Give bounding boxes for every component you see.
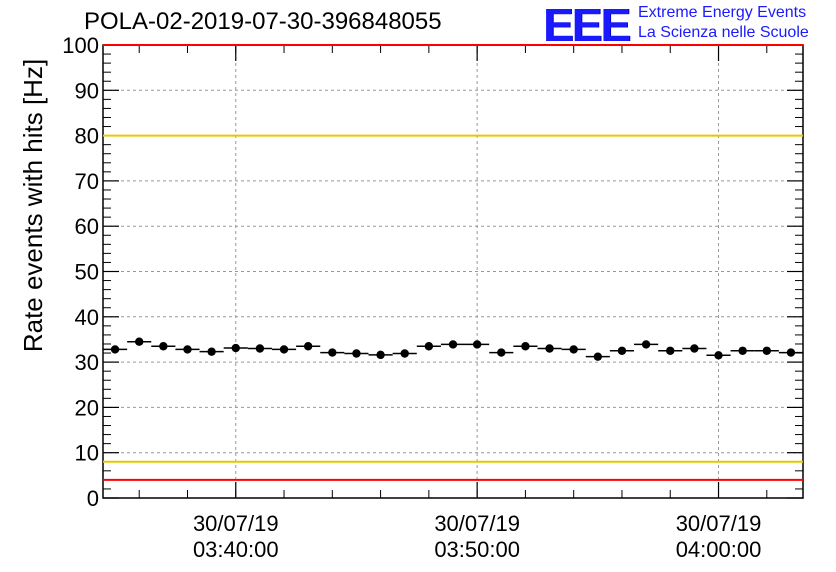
data-point — [352, 349, 361, 358]
eee-logo: EEE — [543, 0, 631, 51]
y-tick-label: 100 — [62, 33, 99, 58]
chart-title: POLA-02-2019-07-30-396848055 — [84, 8, 442, 35]
data-point — [545, 344, 554, 353]
data-point — [207, 347, 216, 356]
data-point — [400, 349, 409, 358]
data-point — [231, 343, 240, 353]
data-point — [424, 342, 434, 351]
data-point — [569, 345, 578, 354]
x-tick-time-label: 03:50:00 — [434, 537, 520, 562]
x-tick-time-label: 04:00:00 — [676, 537, 762, 562]
data-point — [497, 348, 506, 357]
data-point — [714, 351, 723, 360]
data-point — [472, 340, 482, 349]
data-point — [279, 345, 289, 354]
y-tick-label: 10 — [75, 441, 99, 466]
data-point — [159, 342, 168, 351]
x-tick-time-label: 03:40:00 — [193, 537, 279, 562]
x-tick-date-label: 30/07/19 — [434, 511, 520, 536]
y-tick-label: 40 — [75, 305, 99, 330]
data-point — [255, 344, 265, 353]
data-point — [376, 350, 385, 360]
data-point — [738, 346, 747, 355]
x-tick-date-label: 30/07/19 — [193, 511, 279, 536]
data-point — [135, 337, 144, 346]
data-point — [641, 340, 651, 349]
logo-line-2: La Scienza nelle Scuole — [638, 24, 809, 41]
x-tick-date-label: 30/07/19 — [676, 511, 762, 536]
y-tick-label: 70 — [75, 169, 99, 194]
data-point — [593, 352, 603, 361]
y-tick-label: 20 — [75, 395, 99, 420]
data-point — [110, 345, 120, 354]
y-tick-label: 50 — [75, 260, 99, 285]
data-point — [690, 344, 699, 353]
y-tick-label: 80 — [75, 124, 99, 149]
data-point — [328, 348, 337, 357]
data-point — [303, 342, 313, 351]
data-point — [183, 345, 192, 354]
y-tick-label: 60 — [75, 214, 99, 239]
logo-line-1: Extreme Energy Events — [638, 4, 807, 21]
data-point — [786, 348, 796, 357]
data-point — [521, 342, 530, 351]
data-point — [448, 340, 458, 349]
y-tick-label: 30 — [75, 350, 99, 375]
data-point — [762, 346, 771, 355]
data-point — [666, 346, 675, 355]
data-point — [617, 346, 627, 355]
y-tick-label: 90 — [75, 78, 99, 103]
y-tick-label: 0 — [87, 486, 99, 511]
